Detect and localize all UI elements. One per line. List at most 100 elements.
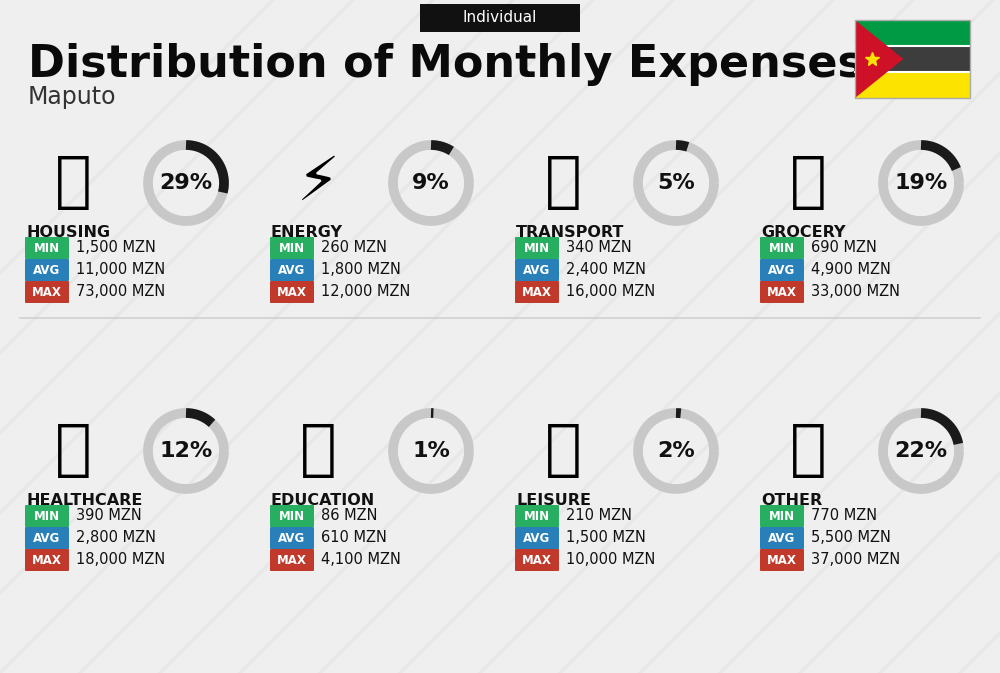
Text: 12,000 MZN: 12,000 MZN xyxy=(321,285,410,299)
Text: 4,100 MZN: 4,100 MZN xyxy=(321,553,401,567)
FancyBboxPatch shape xyxy=(855,46,970,72)
Text: 5,500 MZN: 5,500 MZN xyxy=(811,530,891,546)
Text: AVG: AVG xyxy=(33,532,61,544)
Polygon shape xyxy=(855,20,903,98)
FancyBboxPatch shape xyxy=(855,20,970,46)
Text: AVG: AVG xyxy=(523,532,551,544)
FancyBboxPatch shape xyxy=(515,259,559,281)
Text: Maputo: Maputo xyxy=(28,85,116,109)
Text: HOUSING: HOUSING xyxy=(26,225,110,240)
Text: 19%: 19% xyxy=(894,173,948,193)
Text: AVG: AVG xyxy=(768,532,796,544)
Text: 2,400 MZN: 2,400 MZN xyxy=(566,262,646,277)
Text: TRANSPORT: TRANSPORT xyxy=(516,225,624,240)
Text: 22%: 22% xyxy=(894,441,948,461)
FancyBboxPatch shape xyxy=(515,281,559,303)
FancyBboxPatch shape xyxy=(760,549,804,571)
FancyBboxPatch shape xyxy=(760,237,804,259)
FancyBboxPatch shape xyxy=(515,237,559,259)
Text: 29%: 29% xyxy=(159,173,213,193)
FancyBboxPatch shape xyxy=(270,281,314,303)
Text: MAX: MAX xyxy=(767,553,797,567)
Text: 16,000 MZN: 16,000 MZN xyxy=(566,285,655,299)
Text: MIN: MIN xyxy=(279,242,305,254)
Text: MAX: MAX xyxy=(522,553,552,567)
Text: 390 MZN: 390 MZN xyxy=(76,509,142,524)
FancyBboxPatch shape xyxy=(420,4,580,32)
Text: 🚌: 🚌 xyxy=(545,153,581,213)
FancyBboxPatch shape xyxy=(515,549,559,571)
Text: 9%: 9% xyxy=(412,173,450,193)
Text: LEISURE: LEISURE xyxy=(516,493,591,508)
FancyBboxPatch shape xyxy=(270,549,314,571)
Text: MIN: MIN xyxy=(524,242,550,254)
Text: 11,000 MZN: 11,000 MZN xyxy=(76,262,165,277)
FancyBboxPatch shape xyxy=(760,281,804,303)
Text: MIN: MIN xyxy=(279,509,305,522)
Text: 12%: 12% xyxy=(159,441,213,461)
Text: 1,500 MZN: 1,500 MZN xyxy=(566,530,646,546)
Text: MAX: MAX xyxy=(277,553,307,567)
Text: 2%: 2% xyxy=(657,441,695,461)
FancyBboxPatch shape xyxy=(25,505,69,527)
Text: ⚡: ⚡ xyxy=(297,153,339,213)
FancyBboxPatch shape xyxy=(25,527,69,549)
Text: 1,500 MZN: 1,500 MZN xyxy=(76,240,156,256)
Text: MAX: MAX xyxy=(522,285,552,299)
FancyBboxPatch shape xyxy=(760,527,804,549)
Text: 73,000 MZN: 73,000 MZN xyxy=(76,285,165,299)
Text: OTHER: OTHER xyxy=(761,493,822,508)
Text: 260 MZN: 260 MZN xyxy=(321,240,387,256)
Text: AVG: AVG xyxy=(278,532,306,544)
Text: MAX: MAX xyxy=(32,285,62,299)
FancyBboxPatch shape xyxy=(270,259,314,281)
Text: 340 MZN: 340 MZN xyxy=(566,240,632,256)
FancyBboxPatch shape xyxy=(270,505,314,527)
Text: MIN: MIN xyxy=(34,242,60,254)
Text: 2,800 MZN: 2,800 MZN xyxy=(76,530,156,546)
FancyBboxPatch shape xyxy=(270,237,314,259)
FancyBboxPatch shape xyxy=(515,505,559,527)
Text: 1,800 MZN: 1,800 MZN xyxy=(321,262,401,277)
FancyBboxPatch shape xyxy=(270,527,314,549)
FancyBboxPatch shape xyxy=(515,527,559,549)
FancyBboxPatch shape xyxy=(25,549,69,571)
Text: MIN: MIN xyxy=(34,509,60,522)
Text: EDUCATION: EDUCATION xyxy=(271,493,375,508)
Text: 610 MZN: 610 MZN xyxy=(321,530,387,546)
Text: ENERGY: ENERGY xyxy=(271,225,343,240)
Text: AVG: AVG xyxy=(278,264,306,277)
Text: MIN: MIN xyxy=(769,242,795,254)
Text: 🎓: 🎓 xyxy=(300,421,336,481)
Text: AVG: AVG xyxy=(768,264,796,277)
FancyBboxPatch shape xyxy=(760,505,804,527)
FancyBboxPatch shape xyxy=(25,237,69,259)
FancyBboxPatch shape xyxy=(25,281,69,303)
FancyBboxPatch shape xyxy=(25,259,69,281)
Text: 10,000 MZN: 10,000 MZN xyxy=(566,553,655,567)
Text: 🛒: 🛒 xyxy=(790,153,826,213)
Text: GROCERY: GROCERY xyxy=(761,225,846,240)
FancyBboxPatch shape xyxy=(760,259,804,281)
Text: HEALTHCARE: HEALTHCARE xyxy=(26,493,142,508)
Text: 33,000 MZN: 33,000 MZN xyxy=(811,285,900,299)
Text: 1%: 1% xyxy=(412,441,450,461)
Text: MAX: MAX xyxy=(767,285,797,299)
Text: Distribution of Monthly Expenses: Distribution of Monthly Expenses xyxy=(28,43,864,86)
Text: MIN: MIN xyxy=(769,509,795,522)
Text: AVG: AVG xyxy=(33,264,61,277)
FancyBboxPatch shape xyxy=(855,72,970,98)
Text: 💰: 💰 xyxy=(790,421,826,481)
Text: Individual: Individual xyxy=(463,11,537,26)
Text: MIN: MIN xyxy=(524,509,550,522)
Text: 🏢: 🏢 xyxy=(55,153,91,213)
Text: MAX: MAX xyxy=(277,285,307,299)
Text: MAX: MAX xyxy=(32,553,62,567)
Text: 5%: 5% xyxy=(657,173,695,193)
Text: 690 MZN: 690 MZN xyxy=(811,240,877,256)
Text: AVG: AVG xyxy=(523,264,551,277)
Text: 86 MZN: 86 MZN xyxy=(321,509,378,524)
Text: 🛍: 🛍 xyxy=(545,421,581,481)
Text: 770 MZN: 770 MZN xyxy=(811,509,877,524)
Text: 18,000 MZN: 18,000 MZN xyxy=(76,553,165,567)
